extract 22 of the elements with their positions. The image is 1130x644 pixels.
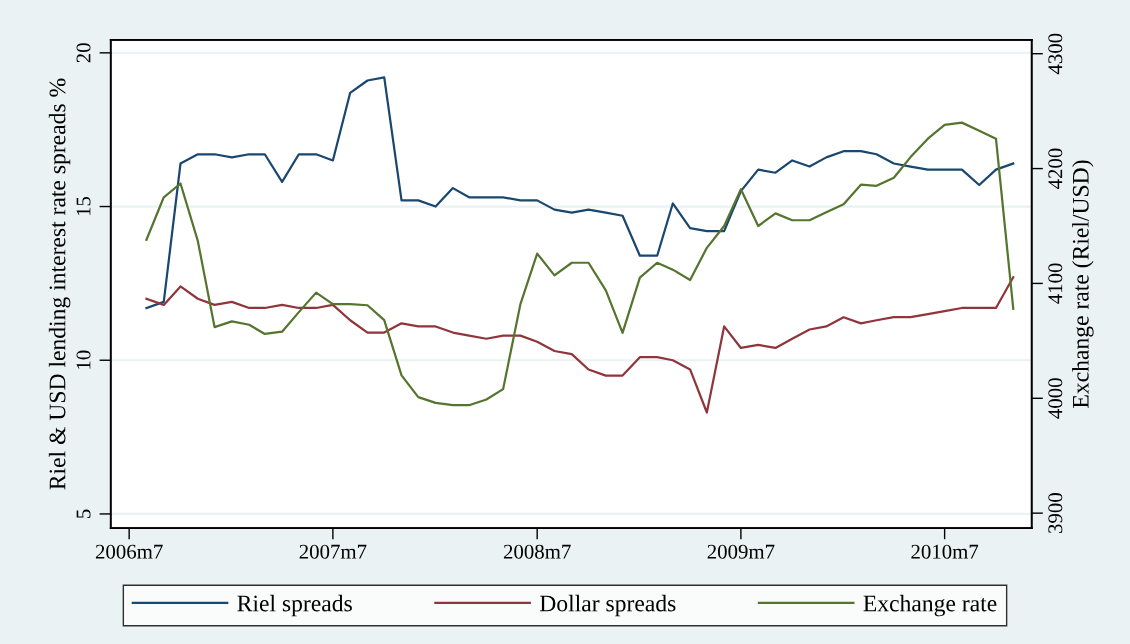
y-tick-label: 5	[76, 509, 91, 518]
y2-tick-label: 4300	[1048, 33, 1063, 75]
y-tick-label: 15	[76, 196, 91, 216]
y2-tick-label: 4200	[1048, 148, 1063, 189]
line-series	[145, 76, 1015, 310]
line-series	[145, 276, 1015, 414]
x-tick-label: 2008m7	[503, 544, 571, 559]
x-tick-label: 2006m7	[95, 544, 163, 559]
x-tick-label: 2007m7	[299, 544, 367, 559]
y2-tick-label: 3900	[1048, 493, 1063, 533]
y2-tick-label: 4100	[1048, 263, 1063, 304]
x-tick-label: 2010m7	[911, 544, 979, 559]
y-axis-title: Riel & USD lending interest rate spreads %	[48, 78, 71, 490]
y-tick-label: 20	[76, 43, 91, 63]
y2-axis-title: Exchange rate (Riel/USD)	[1072, 160, 1094, 408]
x-tick-label: 2009m7	[707, 544, 775, 559]
y2-tick-label: 4000	[1048, 378, 1063, 419]
legend-label: Dollar spreads	[539, 594, 676, 617]
line-series	[145, 121, 1015, 407]
y-tick-label: 10	[76, 350, 91, 369]
legend-label: Riel spreads	[237, 594, 352, 617]
legend-label: Exchange rate	[863, 594, 997, 617]
